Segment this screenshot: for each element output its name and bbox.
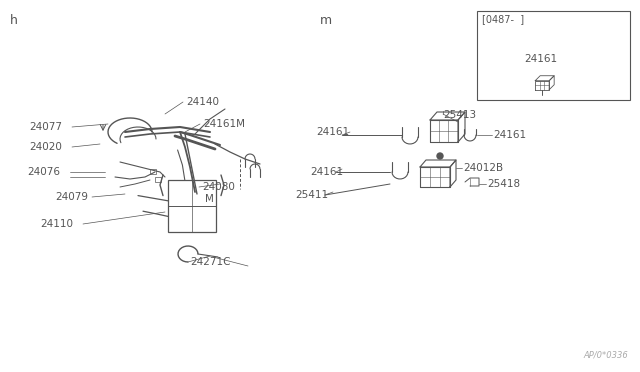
Text: 24161: 24161 (316, 127, 349, 137)
Bar (155, 177, 161, 182)
Text: 25411: 25411 (295, 190, 328, 200)
Text: M: M (205, 194, 214, 204)
Circle shape (437, 153, 443, 159)
Text: 24140: 24140 (186, 97, 219, 107)
Text: m: m (320, 14, 332, 27)
Text: AP/0*0336: AP/0*0336 (583, 351, 628, 360)
Text: 24271C: 24271C (190, 257, 230, 267)
Bar (168, 180, 216, 232)
Text: 24161: 24161 (493, 130, 526, 140)
Text: h: h (10, 14, 18, 27)
Text: 24079: 24079 (55, 192, 88, 202)
Text: 24080: 24080 (202, 182, 235, 192)
Text: 24020: 24020 (29, 142, 62, 152)
Text: 24076: 24076 (27, 167, 60, 177)
Text: 24110: 24110 (40, 219, 73, 229)
Text: 25418: 25418 (487, 179, 520, 189)
Bar (150, 169, 156, 174)
Text: 24077: 24077 (29, 122, 62, 132)
Text: 24161: 24161 (525, 54, 558, 64)
Text: 24012B: 24012B (463, 163, 503, 173)
Text: 24161: 24161 (310, 167, 343, 177)
Text: 24161M: 24161M (203, 119, 245, 129)
Text: 25413: 25413 (443, 110, 476, 120)
Text: [0487-  ]: [0487- ] (482, 14, 524, 24)
Bar (477, 11, 630, 100)
